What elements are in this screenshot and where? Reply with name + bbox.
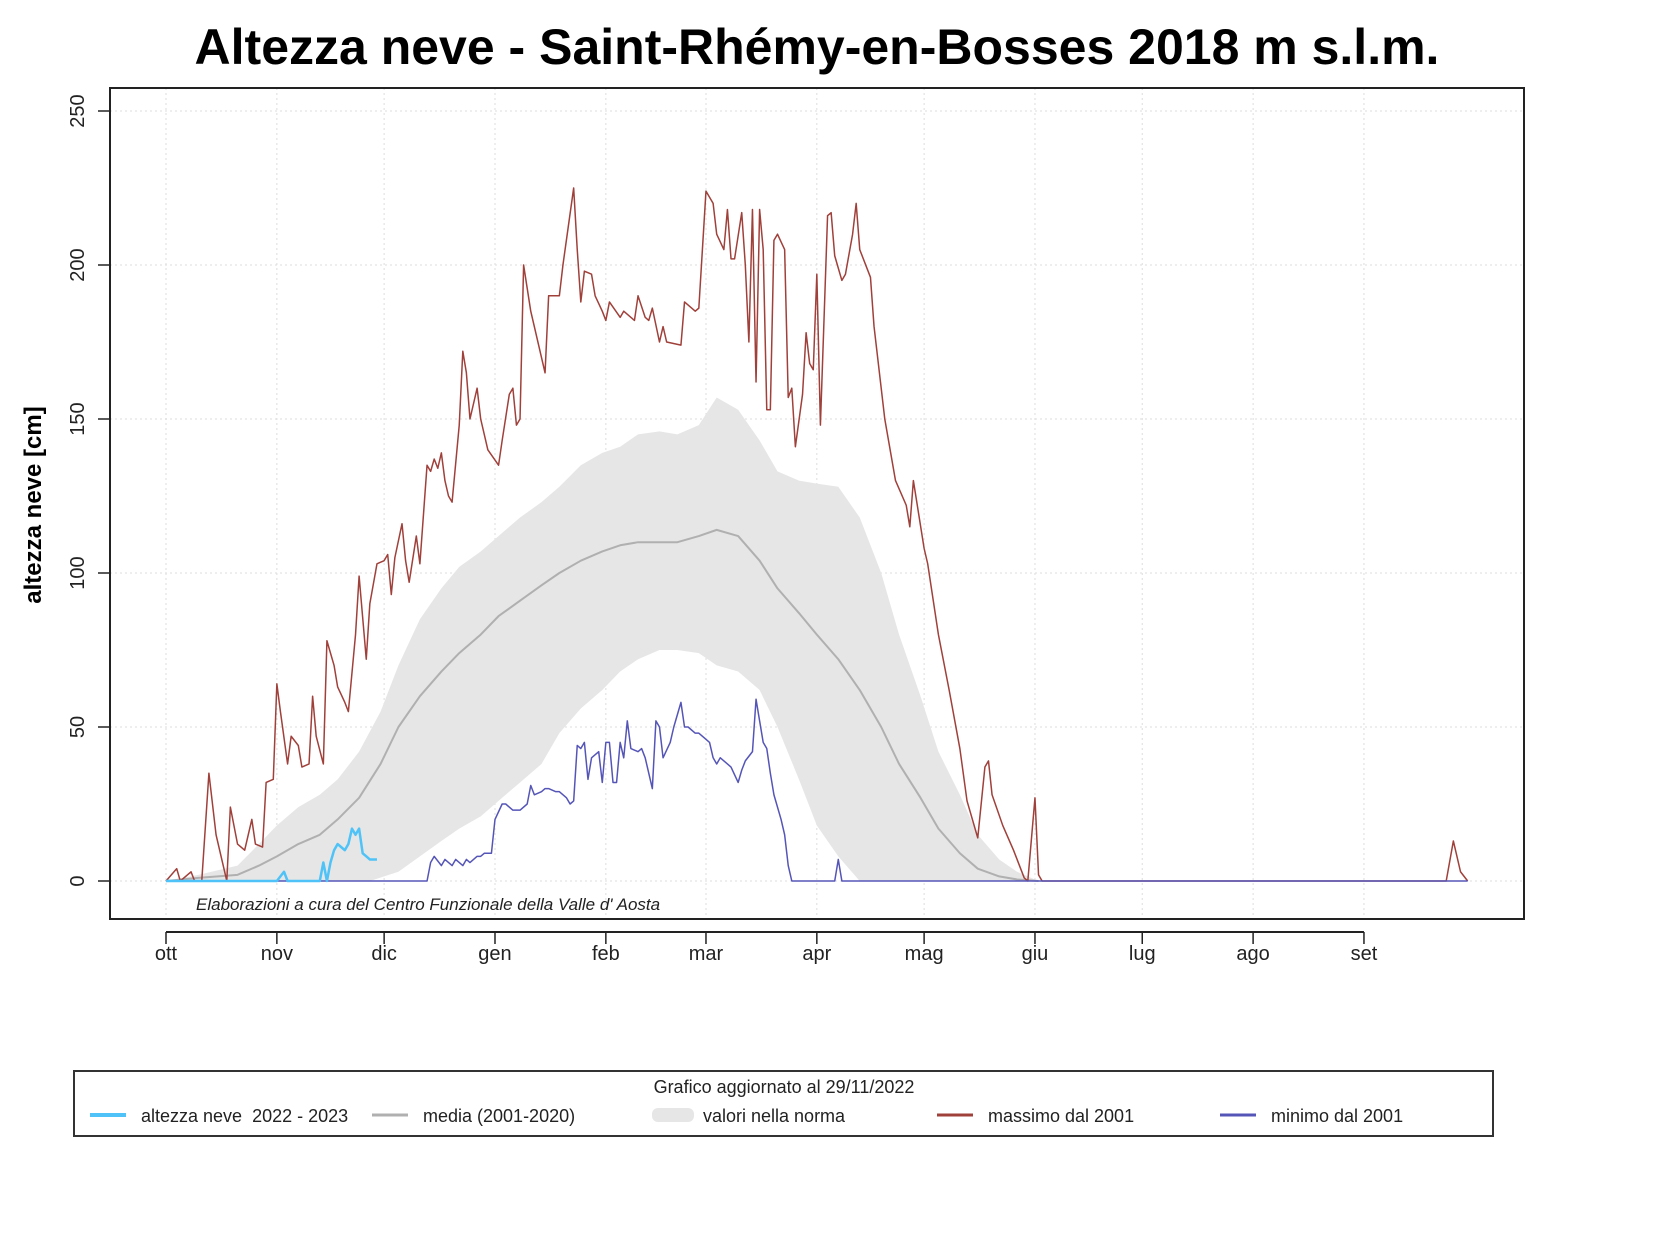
series-line-minimo-dal-2001 [166,698,1468,882]
y-tick-label: 200 [67,248,89,281]
y-axis: 0 50 100 150 200 250 [67,94,110,887]
x-tick-label: mar [689,943,724,965]
x-tick-label: mag [905,943,944,965]
series-line-massimo-dal-2001 [165,187,1469,882]
series-line-media-2001-2020 [165,528,1039,882]
x-tick-label: ago [1236,943,1269,965]
legend-entry: minimo dal 2001 [1220,1106,1403,1126]
legend-label: minimo dal 2001 [1271,1106,1403,1126]
legend-entry: massimo dal 2001 [937,1106,1134,1126]
source-annotation: Elaborazioni a cura del Centro Funzional… [196,895,660,914]
legend-entry: valori nella norma [652,1106,846,1126]
legend-title: Grafico aggiornato al 29/11/2022 [654,1077,915,1097]
x-tick-label: giu [1022,943,1049,965]
y-axis-title: altezza neve [cm] [20,406,47,603]
x-tick-label: set [1351,943,1378,965]
legend-label: valori nella norma [703,1106,846,1126]
plot-frame [109,87,1525,920]
legend-box [73,1070,1494,1137]
legend-label: media (2001-2020) [423,1106,575,1126]
band-layer [166,397,1039,881]
y-tick-label: 100 [67,556,89,589]
y-tick-label: 0 [67,875,89,886]
series-layer [165,187,1469,883]
legend-label: massimo dal 2001 [988,1106,1134,1126]
y-tick-label: 250 [67,94,89,127]
legend-swatch [652,1108,694,1122]
x-tick-label: ott [155,943,178,965]
x-axis: ott nov dic gen feb mar apr mag giu lug ago set [155,931,1378,965]
legend: altezza neve 2022 - 2023 media (2001-2020… [90,1106,1403,1126]
legend-entry: media (2001-2020) [372,1106,575,1126]
chart-title: Altezza neve - Saint-Rhémy-en-Bosses 201… [195,19,1440,75]
y-tick-label: 50 [67,716,89,738]
x-tick-label: lug [1129,943,1156,965]
normal-range-band [166,397,1039,881]
series-line-altezza-neve-2022-2023 [166,827,377,883]
legend-label: altezza neve 2022 - 2023 [141,1106,348,1126]
y-tick-label: 150 [67,402,89,435]
legend-entry: altezza neve 2022 - 2023 [90,1106,348,1126]
x-tick-label: nov [261,943,293,965]
x-tick-label: apr [802,943,831,965]
x-tick-label: dic [371,943,397,965]
x-tick-label: feb [592,943,620,965]
x-tick-label: gen [478,943,511,965]
